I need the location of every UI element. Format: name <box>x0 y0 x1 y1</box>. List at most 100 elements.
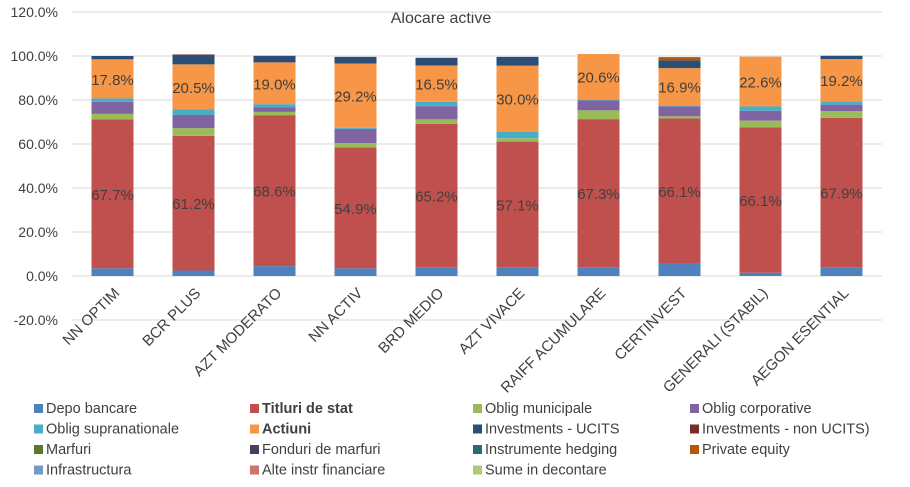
y-tick-label: 0.0% <box>26 268 58 284</box>
bar-segment <box>172 135 215 271</box>
data-label: 19.2% <box>820 73 863 90</box>
bar-segment <box>739 272 782 276</box>
y-axis-ticks: -20.0% 0.0% 20.0% 40.0% 60.0% 80.0% 100.0% 120.… <box>11 4 58 328</box>
y-tick-label: 120.0% <box>11 4 58 20</box>
bar-segment <box>658 263 701 276</box>
bar-segment <box>172 109 215 115</box>
data-label: 65.2% <box>415 188 458 205</box>
legend-label: Fonduri de marfuri <box>262 442 380 458</box>
legend-swatch <box>34 465 43 475</box>
legend-label: Oblig supranationale <box>46 422 179 438</box>
bar-segment <box>820 59 863 102</box>
bar-segment <box>415 119 458 124</box>
legend-label: Infrastructura <box>46 463 132 479</box>
bar-segment <box>739 106 782 111</box>
bar-segment <box>820 55 863 60</box>
bar-segment <box>172 128 215 136</box>
bar-segment <box>820 104 863 112</box>
data-label: 16.5% <box>415 77 458 94</box>
bar-segment <box>91 98 134 102</box>
bar-segment <box>415 101 458 107</box>
x-tick-label: NN OPTIM <box>59 285 123 349</box>
y-tick-label: 60.0% <box>18 136 58 152</box>
bar-segment <box>820 117 863 268</box>
bar-segment <box>658 68 701 106</box>
legend-swatch <box>473 445 482 454</box>
legend-swatch <box>34 445 43 454</box>
legend-swatch <box>690 424 699 434</box>
bar-segment <box>658 118 701 264</box>
bar-segment <box>91 56 134 60</box>
data-label: 54.9% <box>334 201 377 218</box>
x-tick-label: AZT VIVACE <box>455 285 528 358</box>
bar-segment <box>739 110 782 121</box>
bar-segment <box>415 267 458 276</box>
data-label: 22.6% <box>739 75 782 92</box>
legend-swatch <box>250 404 259 413</box>
legend-label: Alte instr financiare <box>262 463 385 479</box>
bar-segment <box>496 138 539 142</box>
bar-segment <box>334 143 377 148</box>
bar-segment <box>91 113 134 120</box>
bars <box>91 54 863 276</box>
bar-segment <box>334 63 377 128</box>
bar-segment <box>415 123 458 268</box>
bar-segment <box>172 55 215 65</box>
x-tick-label: AZT MODERATO <box>190 285 285 380</box>
legend-swatch <box>250 465 259 475</box>
bar-segment <box>496 141 539 268</box>
bar-segment <box>496 267 539 276</box>
bar-segment <box>253 115 296 267</box>
legend-label: Depo bancare <box>46 401 137 417</box>
bar-segment <box>253 104 296 108</box>
bar-segment <box>658 60 701 69</box>
bar-segment <box>739 127 782 273</box>
legend-swatch <box>690 445 699 454</box>
x-tick-label: NN ACTIV <box>305 285 366 346</box>
data-label: 67.7% <box>91 187 134 204</box>
bar-segment <box>172 54 215 56</box>
bar-segment <box>172 114 215 129</box>
bar-segment <box>577 99 620 101</box>
data-label: 68.6% <box>253 184 296 201</box>
data-label: 20.6% <box>577 70 620 87</box>
legend-label: Marfuri <box>46 442 91 458</box>
data-label: 29.2% <box>334 89 377 106</box>
bar-segment <box>415 106 458 120</box>
bar-segment <box>820 111 863 118</box>
data-label: 67.3% <box>577 186 620 203</box>
data-label: 16.9% <box>658 80 701 97</box>
bar-segment <box>739 56 782 107</box>
bar-segment <box>415 57 458 66</box>
bar-segment <box>658 116 701 119</box>
chart-title: Alocare active <box>391 10 492 27</box>
legend-swatch <box>250 424 259 434</box>
bar-segment <box>334 128 377 144</box>
bar-segment <box>577 100 620 111</box>
bar-segment <box>415 65 458 102</box>
x-tick-label: BRD MEDIO <box>375 285 447 357</box>
bar-segment <box>91 101 134 114</box>
bar-segment <box>334 147 377 269</box>
bar-segment <box>334 268 377 276</box>
bar-segment <box>253 266 296 276</box>
legend-label: Investments - non UCITS) <box>702 422 870 438</box>
bar-segment <box>577 110 620 120</box>
data-label: 19.0% <box>253 76 296 93</box>
legend-label: Titluri de stat <box>262 401 353 417</box>
legend-label: Oblig municipale <box>485 401 592 417</box>
bar-segment <box>658 57 701 61</box>
bar-segment <box>334 127 377 129</box>
bar-segment <box>334 56 377 64</box>
legend-swatch <box>34 424 43 434</box>
bar-segment <box>253 55 296 63</box>
bar-segment <box>172 270 215 276</box>
bar-segment <box>253 111 296 116</box>
legend: Depo bancare Titluri de stat Oblig municip… <box>34 401 870 479</box>
y-tick-label: -20.0% <box>14 312 58 328</box>
bar-segment <box>91 268 134 276</box>
legend-label: Instrumente hedging <box>485 442 617 458</box>
legend-swatch <box>250 445 259 454</box>
